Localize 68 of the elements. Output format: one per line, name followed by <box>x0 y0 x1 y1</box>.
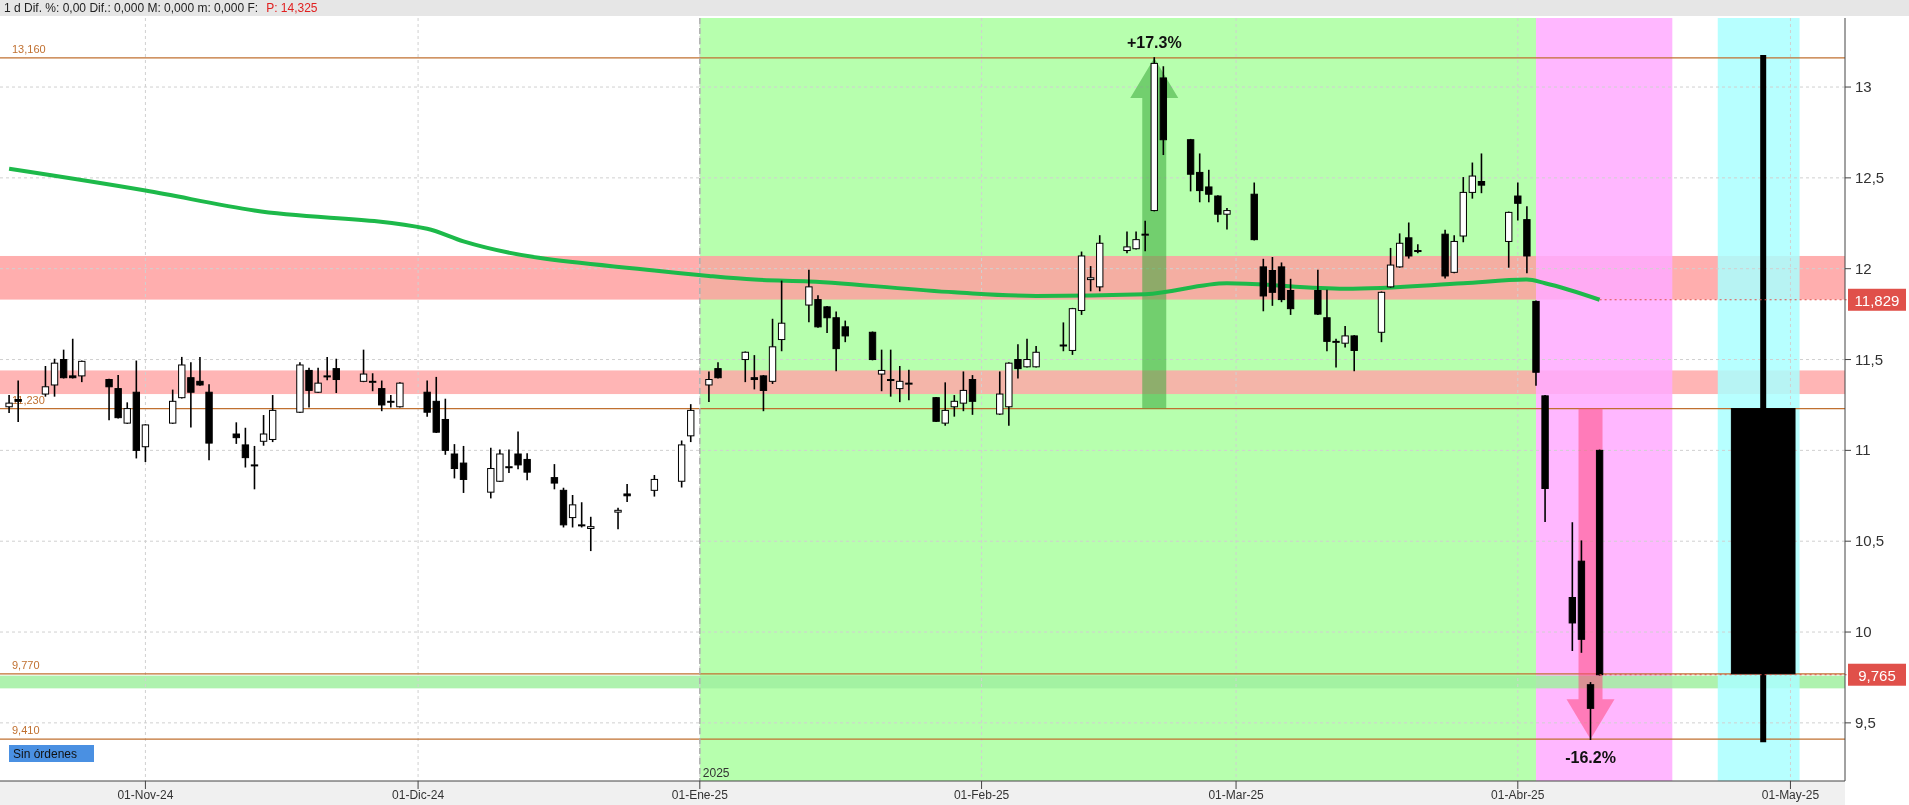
candlestick <box>1468 162 1477 199</box>
candlestick <box>1314 269 1322 315</box>
candlestick <box>50 358 59 397</box>
x-tick-label: 01-Dic-24 <box>392 788 445 802</box>
candlestick <box>614 507 622 530</box>
y-tick-label: 12 <box>1855 259 1872 277</box>
candlestick <box>887 349 895 397</box>
candlestick <box>959 371 968 412</box>
candlestick <box>968 375 977 415</box>
candlestick <box>750 355 759 390</box>
y-tick-label: 13 <box>1855 78 1872 96</box>
annotation: +17.3% <box>1126 33 1182 51</box>
x-tick-label: 01-Abr-25 <box>1491 788 1545 802</box>
y-tick-label: 12,5 <box>1855 168 1885 186</box>
candlestick <box>1386 247 1395 288</box>
annotation: 9,765 <box>1858 666 1896 684</box>
candlestick <box>259 415 268 446</box>
y-tick-label: 11 <box>1855 441 1871 459</box>
candlestick <box>1586 682 1595 741</box>
candlestick <box>459 445 468 493</box>
y-tick-label: 10,5 <box>1855 532 1885 550</box>
x-tick-label: 01-Mar-25 <box>1208 788 1265 802</box>
y-tick-label: 9,5 <box>1855 713 1876 731</box>
candlestick <box>1286 278 1295 315</box>
candlestick <box>41 366 50 397</box>
candlestick <box>1477 153 1486 194</box>
candlestick <box>232 422 240 444</box>
x-tick-label: 01-Nov-24 <box>117 788 174 802</box>
candlestick <box>705 371 713 403</box>
line-series <box>7 166 1602 302</box>
annotation: -16.2% <box>1565 749 1616 767</box>
candlestick <box>141 424 150 463</box>
chart-subtitle: P: 14,325 <box>266 1 318 15</box>
x-tick-label: 01-May-25 <box>1761 788 1820 802</box>
ref-line-label: 13,160 <box>12 42 46 55</box>
candlestick <box>568 494 577 528</box>
candlestick <box>877 349 886 392</box>
candlestick <box>5 395 13 414</box>
candlestick <box>169 389 177 424</box>
candlestick <box>105 378 113 421</box>
candlestick <box>241 427 250 468</box>
candlestick <box>59 349 68 379</box>
candlestick <box>1268 257 1277 306</box>
chart-title: 1 d Dif. %: 0,00 Dif.: 0,000 M: 0,000 m: 0,000 F: <box>4 1 259 15</box>
candlestick <box>1086 266 1095 292</box>
ref-line-label: 2025 <box>702 766 730 780</box>
candlestick <box>250 445 259 490</box>
candlestick <box>1059 322 1068 352</box>
ref-line-label: 9,770 <box>12 658 40 671</box>
candlestick <box>1395 233 1404 268</box>
candlestick <box>550 464 559 490</box>
x-tick-label: 01-Feb-25 <box>953 788 1010 802</box>
candlestick <box>741 351 749 383</box>
candlestick <box>777 280 786 352</box>
candlestick <box>623 484 631 503</box>
candlestick <box>359 349 368 383</box>
candlestick <box>450 444 459 479</box>
ref-line-label: 9,410 <box>12 724 40 737</box>
candlestick <box>1141 220 1149 252</box>
candlestick <box>759 375 768 412</box>
candlestick <box>1514 182 1522 221</box>
annotation: 11,829 <box>1854 291 1900 309</box>
annotation: Sin órdenes <box>13 747 78 761</box>
y-tick-label: 10 <box>1855 623 1872 641</box>
x-tick-label: 01-Ene-25 <box>671 788 729 802</box>
candlestick <box>950 395 958 417</box>
y-tick-label: 11,5 <box>1855 350 1884 368</box>
candlestick <box>650 475 659 497</box>
